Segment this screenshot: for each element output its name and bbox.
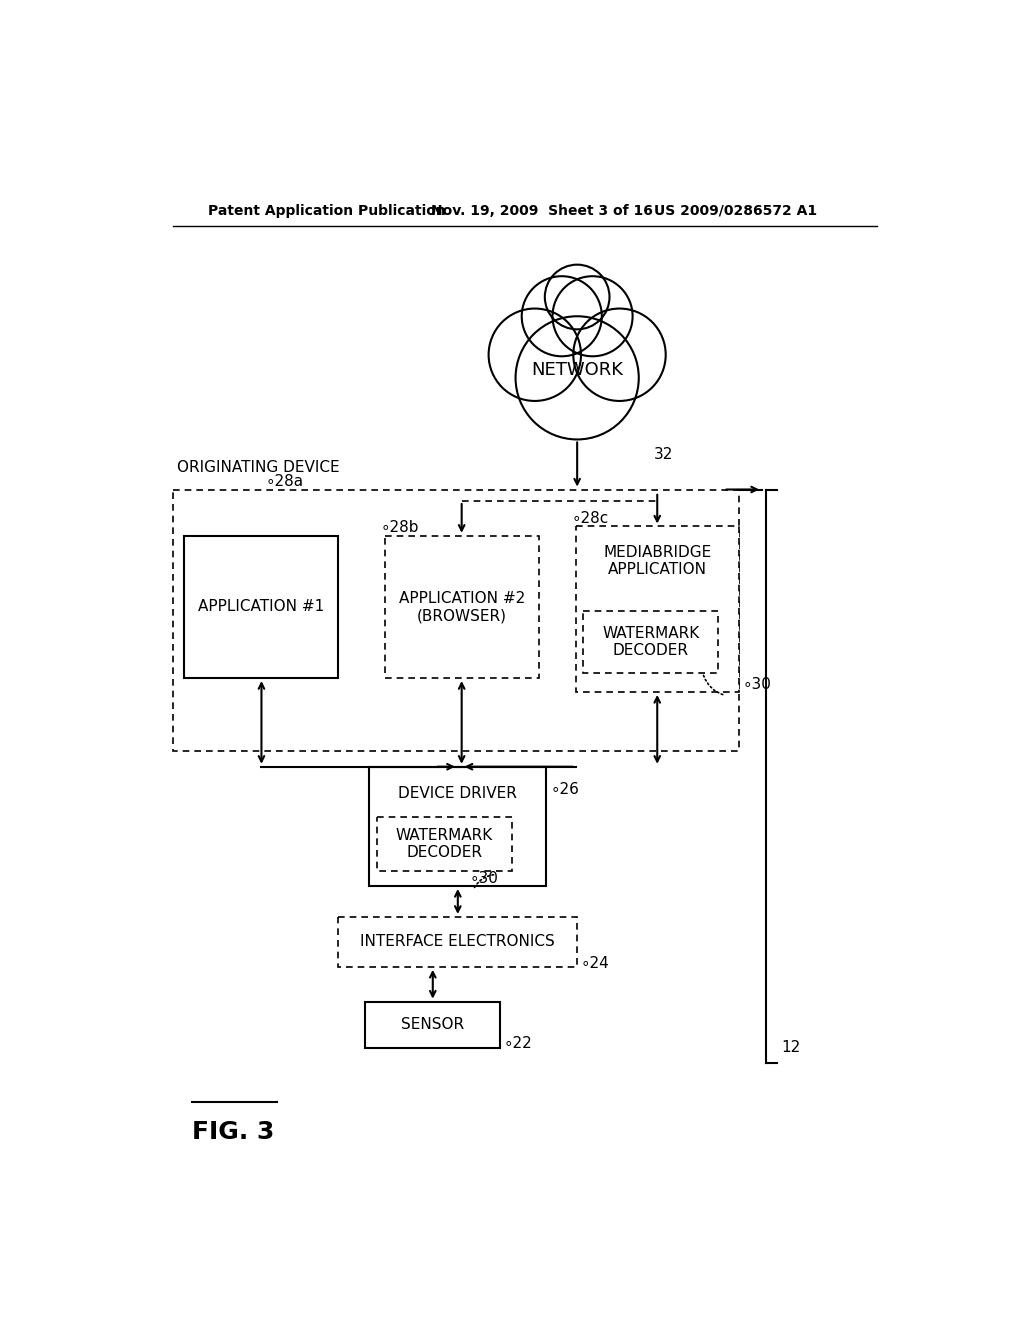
Text: ORIGINATING DEVICE: ORIGINATING DEVICE [177,461,339,475]
Text: US 2009/0286572 A1: US 2009/0286572 A1 [654,203,817,218]
Text: Nov. 19, 2009  Sheet 3 of 16: Nov. 19, 2009 Sheet 3 of 16 [431,203,652,218]
Bar [377,817,512,871]
Circle shape [515,317,639,440]
Text: ∘26: ∘26 [550,783,580,797]
Bar [575,527,739,692]
Text: NETWORK: NETWORK [531,362,624,379]
Text: WATERMARK
DECODER: WATERMARK DECODER [395,828,493,859]
Bar [173,490,739,751]
Text: ∘28c: ∘28c [571,511,609,527]
Bar [366,1002,500,1048]
Text: Patent Application Publication: Patent Application Publication [208,203,445,218]
Text: SENSOR: SENSOR [401,1018,464,1032]
Text: DEVICE DRIVER: DEVICE DRIVER [398,787,517,801]
Text: ∘28b: ∘28b [381,520,419,536]
Text: 12: 12 [781,1040,801,1055]
Text: ∘24: ∘24 [581,956,609,970]
Circle shape [521,276,602,356]
Text: ∘28a: ∘28a [265,474,303,490]
Bar [385,536,539,678]
Bar [184,536,339,678]
Text: MEDIABRIDGE
APPLICATION: MEDIABRIDGE APPLICATION [603,545,712,577]
Text: ∘30: ∘30 [742,677,772,692]
Text: ∘22: ∘22 [504,1036,532,1052]
Text: ∘30: ∘30 [469,871,499,886]
Text: WATERMARK
DECODER: WATERMARK DECODER [602,626,699,659]
Circle shape [488,309,581,401]
Circle shape [553,276,633,356]
Text: 32: 32 [654,447,674,462]
Text: INTERFACE ELECTRONICS: INTERFACE ELECTRONICS [360,935,555,949]
Text: APPLICATION #1: APPLICATION #1 [199,599,325,614]
Bar [339,917,578,966]
Text: FIG. 3: FIG. 3 [193,1121,274,1144]
Bar [584,611,718,673]
Circle shape [545,264,609,330]
Circle shape [573,309,666,401]
Bar [370,767,547,886]
Text: APPLICATION #2
(BROWSER): APPLICATION #2 (BROWSER) [398,591,524,623]
